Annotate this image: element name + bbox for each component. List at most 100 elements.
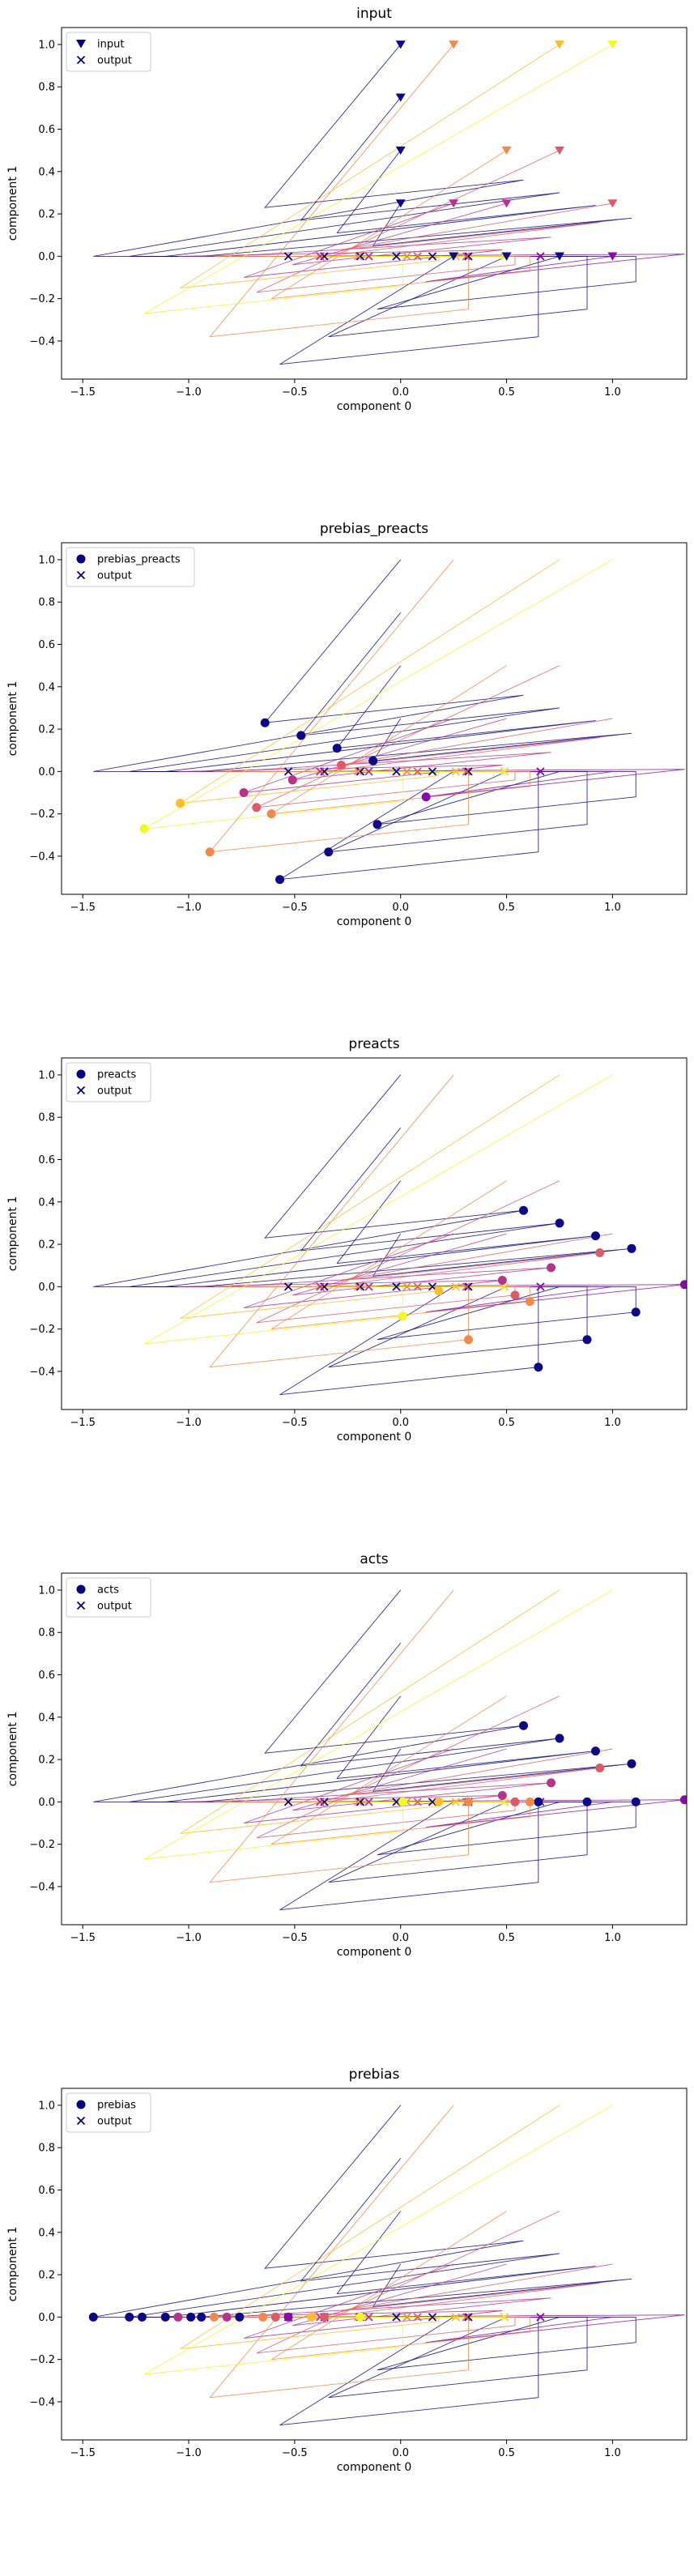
- y-tick-label: 0.8: [38, 597, 55, 609]
- output-point: [364, 1798, 373, 1806]
- data-point: [497, 1791, 507, 1801]
- x-tick-label: −1.0: [176, 902, 202, 914]
- data-point: [590, 1746, 600, 1756]
- y-tick-label: 0.4: [38, 2227, 55, 2239]
- legend-label: output: [97, 1601, 132, 1613]
- data-point: [501, 252, 512, 261]
- x-tick-label: 0.0: [392, 902, 409, 914]
- trajectory-line: [142, 1801, 539, 1911]
- output-point: [392, 767, 401, 776]
- data-point: [395, 199, 406, 208]
- data-point: [186, 2312, 196, 2322]
- x-tick-label: 0.5: [498, 1932, 515, 1944]
- data-point: [266, 809, 276, 819]
- data-point: [160, 2312, 170, 2322]
- data-point: [554, 41, 564, 49]
- data-point: [497, 1276, 507, 1286]
- data-point: [627, 1243, 637, 1253]
- y-tick-label: −0.2: [29, 1324, 55, 1336]
- y-tick-label: 0.2: [38, 724, 55, 736]
- output-point: [402, 2313, 411, 2322]
- x-tick-label: 1.0: [604, 1932, 621, 1944]
- data-point: [555, 1734, 564, 1743]
- output-point: [536, 252, 545, 261]
- data-point: [235, 2312, 245, 2322]
- legend-label: output: [97, 1085, 132, 1098]
- data-point: [205, 847, 215, 857]
- output-point: [464, 252, 473, 261]
- trajectory-line: [256, 150, 560, 293]
- legend-label: prebias_preacts: [97, 554, 181, 566]
- x-tick-label: 0.0: [392, 1932, 409, 1944]
- legend-label: prebias: [97, 2100, 136, 2112]
- x-tick-label: 1.0: [604, 2447, 621, 2459]
- data-point: [252, 803, 262, 812]
- y-tick-label: 0.6: [38, 124, 55, 136]
- y-tick-label: 0.0: [38, 766, 55, 778]
- output-point: [354, 252, 363, 261]
- legend: acts output: [66, 1577, 151, 1618]
- data-point: [555, 1218, 564, 1228]
- data-point: [518, 1721, 528, 1730]
- data-point: [547, 1778, 556, 1788]
- data-point: [510, 1290, 520, 1300]
- trajectory-line: [143, 2105, 613, 2375]
- trajectory-line: [180, 2105, 560, 2350]
- output-point: [462, 252, 470, 261]
- output-point: [413, 1798, 422, 1806]
- output-point: [500, 767, 509, 776]
- axes-frame: [61, 542, 688, 895]
- output-point: [316, 1798, 325, 1806]
- y-tick-label: 0.4: [38, 166, 55, 178]
- y-tick-label: −0.4: [29, 1366, 55, 1378]
- output-point: [283, 1282, 293, 1291]
- output-point: [413, 1282, 422, 1291]
- output-point: [283, 1798, 293, 1806]
- output-point: [392, 1282, 401, 1291]
- y-tick-label: 0.0: [38, 1282, 55, 1294]
- x-tick-label: 0.0: [392, 2447, 409, 2459]
- output-point: [428, 767, 437, 776]
- legend-box: [66, 1062, 151, 1102]
- legend-marker: [76, 2116, 86, 2126]
- output-point: [364, 767, 373, 776]
- plot-area: [93, 41, 685, 365]
- output-point: [428, 252, 437, 261]
- output-point: [428, 1798, 437, 1806]
- y-tick-label: 0.6: [38, 1154, 55, 1166]
- y-tick-label: −0.2: [29, 2354, 55, 2366]
- output-point: [413, 767, 422, 776]
- trajectory-line: [93, 559, 524, 772]
- trajectory-line: [93, 1074, 524, 1287]
- trajectory-line: [93, 1589, 524, 1802]
- output-point: [413, 2313, 422, 2322]
- output-point: [316, 1282, 325, 1291]
- x-tick-label: −1.0: [176, 1417, 202, 1429]
- data-point: [368, 756, 378, 766]
- output-point: [402, 1282, 411, 1291]
- y-tick-label: 0.4: [38, 681, 55, 693]
- data-point: [307, 2312, 317, 2322]
- x-tick-label: −1.5: [70, 1417, 96, 1429]
- y-tick-label: −0.2: [29, 293, 55, 305]
- data-point: [627, 1759, 637, 1768]
- data-point: [395, 41, 406, 49]
- y-axis-label: component 1: [6, 1196, 19, 1272]
- data-point: [258, 2312, 268, 2322]
- y-tick-label: 0.8: [38, 82, 55, 94]
- y-axis-label: component 1: [6, 2227, 19, 2302]
- axes-frame: [61, 27, 688, 380]
- y-tick-label: 0.4: [38, 1196, 55, 1209]
- data-point: [88, 2312, 98, 2322]
- output-point: [356, 252, 365, 261]
- x-tick-label: 0.5: [498, 902, 515, 914]
- data-point: [554, 252, 564, 261]
- output-point: [402, 252, 411, 261]
- legend-box: [66, 32, 151, 72]
- data-point: [525, 1297, 534, 1307]
- trajectory-line: [209, 1589, 469, 1883]
- y-tick-label: 0.2: [38, 1239, 55, 1252]
- trajectory-line: [143, 559, 613, 830]
- y-axis-label: component 1: [6, 166, 19, 241]
- legend-marker: [76, 2100, 86, 2109]
